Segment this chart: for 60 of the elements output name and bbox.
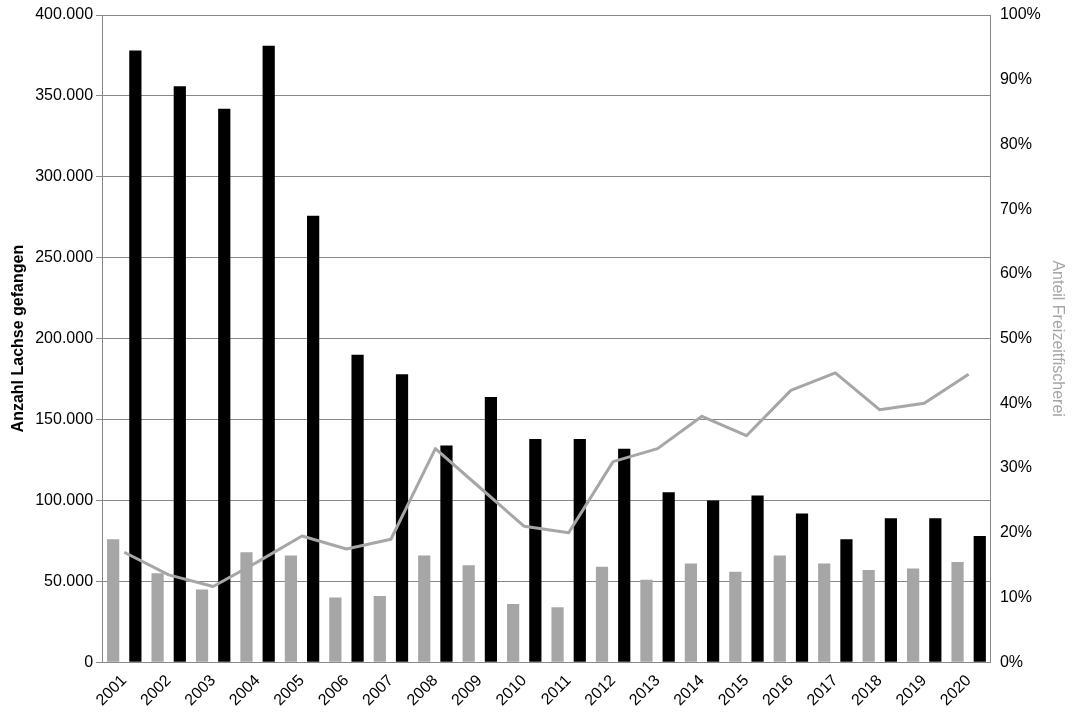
y2-tick-label: 50%	[999, 329, 1032, 347]
y2-tick-label: 80%	[999, 134, 1032, 152]
bar	[707, 500, 720, 662]
y2-tick-label: 20%	[999, 523, 1032, 541]
bar	[773, 555, 786, 662]
y2-tick-label: 90%	[999, 70, 1032, 88]
bar	[973, 536, 986, 662]
bar	[662, 492, 675, 662]
bar	[418, 555, 431, 662]
bar	[307, 215, 320, 662]
y-tick-label: 400.000	[35, 5, 94, 23]
bar	[262, 45, 275, 662]
bar	[818, 563, 831, 662]
bar	[729, 571, 742, 662]
bar	[595, 566, 609, 662]
bar	[795, 513, 809, 662]
bar	[462, 565, 475, 662]
y2-axis-title: Anteil Freizeitfischerei	[1049, 260, 1067, 417]
bar	[218, 108, 231, 662]
bar	[640, 579, 653, 662]
bar	[173, 86, 186, 662]
bar	[551, 607, 564, 662]
bar	[351, 354, 364, 662]
y2-tick-label: 30%	[999, 458, 1032, 476]
bar	[129, 50, 142, 662]
y-tick-label: 100.000	[35, 490, 94, 508]
bar	[906, 568, 920, 662]
bar	[440, 445, 453, 662]
y-tick-label: 200.000	[35, 329, 94, 347]
y-tick-label: 0	[84, 652, 94, 670]
y2-tick-label: 10%	[999, 587, 1032, 605]
bar	[284, 555, 298, 662]
y-tick-label: 300.000	[35, 167, 94, 185]
bar	[884, 518, 897, 662]
bar	[751, 495, 764, 662]
bar	[373, 595, 386, 662]
y-tick-label: 150.000	[35, 409, 94, 427]
y2-tick-label: 60%	[999, 264, 1032, 282]
bar	[195, 589, 209, 662]
bar	[684, 563, 698, 662]
y-axis-title: Anzahl Lachse gefangen	[9, 244, 27, 433]
bar	[107, 539, 120, 662]
y2-tick-label: 70%	[999, 199, 1032, 217]
y-tick-label: 350.000	[35, 86, 94, 104]
bar	[840, 539, 853, 662]
bar	[329, 597, 342, 662]
bar	[484, 396, 498, 662]
bar	[929, 518, 942, 662]
y2-tick-label: 40%	[999, 393, 1032, 411]
bar	[862, 570, 875, 662]
y2-tick-label: 100%	[999, 5, 1041, 23]
y2-tick-label: 0%	[999, 652, 1023, 670]
bar	[507, 604, 520, 662]
bar	[573, 438, 586, 662]
bar	[395, 374, 409, 662]
bar	[951, 561, 964, 662]
y-tick-label: 250.000	[35, 248, 94, 266]
bar	[529, 438, 542, 662]
bar	[618, 448, 631, 662]
y-tick-label: 50.000	[44, 571, 94, 589]
